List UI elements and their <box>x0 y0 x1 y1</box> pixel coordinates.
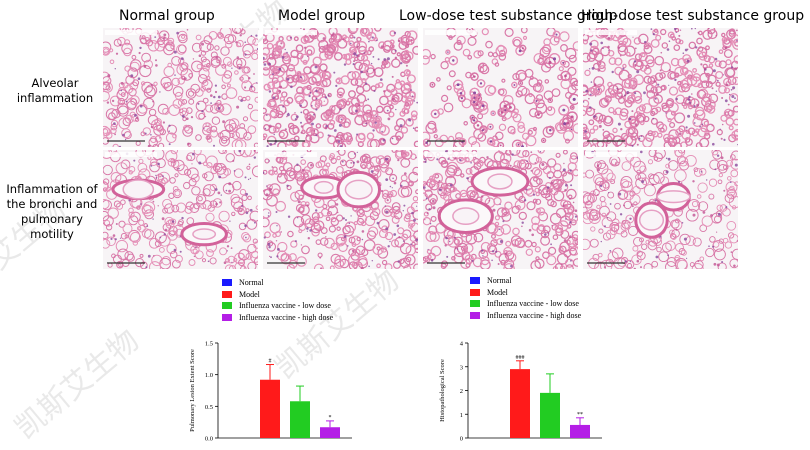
legend-label: Influenza vaccine - low dose <box>487 299 579 309</box>
significance-label: # <box>269 359 272 365</box>
legend-label: Normal <box>239 278 264 288</box>
histology-image-low-dose-alveolar <box>423 28 578 147</box>
legend-item: Influenza vaccine - low dose <box>222 300 333 312</box>
y-tick-label: 3 <box>460 364 463 371</box>
column-header-low-dose: Low-dose test substance group <box>399 8 618 24</box>
legend-swatch <box>222 279 232 287</box>
y-tick-label: 2 <box>460 388 463 395</box>
row-label-bronchi-line3: pulmonary <box>21 212 83 226</box>
y-tick-label: 1.5 <box>205 341 213 348</box>
histology-image-high-dose-alveolar <box>583 28 738 147</box>
row-label-bronchi: Inflammation of the bronchi and pulmonar… <box>2 182 102 242</box>
significance-label: * <box>329 415 332 421</box>
y-tick-label: 4 <box>460 341 464 348</box>
histology-image-normal-alveolar <box>103 28 258 147</box>
column-header-normal: Normal group <box>119 8 215 24</box>
legend-item: Influenza vaccine - high dose <box>222 312 333 324</box>
bar <box>290 401 310 438</box>
histology-image-model-alveolar <box>263 28 418 147</box>
histology-image-high-dose-bronchi <box>583 150 738 269</box>
legend-swatch <box>470 277 480 285</box>
row-label-bronchi-line2: the bronchi and <box>6 197 98 211</box>
legend-label: Influenza vaccine - high dose <box>239 312 334 322</box>
y-tick-label: 1.0 <box>205 372 213 379</box>
legend-label: Influenza vaccine - high dose <box>487 310 582 320</box>
legend-label: Normal <box>487 276 512 286</box>
legend-item: Normal <box>470 275 581 287</box>
chart-legend-right: Normal Model Influenza vaccine - low dos… <box>470 275 581 321</box>
y-axis-label: Histopathological Score <box>439 359 446 422</box>
bar <box>570 424 590 438</box>
legend-label: Influenza vaccine - low dose <box>239 301 331 311</box>
significance-label: ### <box>516 355 525 361</box>
chart-legend-left: Normal Model Influenza vaccine - low dos… <box>222 277 333 323</box>
legend-item: Influenza vaccine - high dose <box>470 310 581 322</box>
legend-item: Influenza vaccine - low dose <box>470 298 581 310</box>
legend-label: Model <box>487 287 508 297</box>
bar <box>510 369 530 438</box>
legend-item: Model <box>222 289 333 301</box>
legend-item: Normal <box>222 277 333 289</box>
bar <box>260 379 280 438</box>
watermark-text: 凯斯艾生物 <box>8 323 146 447</box>
legend-swatch <box>470 288 480 296</box>
row-label-bronchi-line1: Inflammation of <box>6 182 98 196</box>
legend-item: Model <box>470 287 581 299</box>
bar <box>540 392 560 438</box>
row-label-alveolar: Alveolar inflammation <box>10 76 100 106</box>
legend-swatch <box>222 313 232 321</box>
legend-swatch <box>470 300 480 308</box>
y-tick-label: 0.0 <box>205 436 213 443</box>
histology-image-model-bronchi <box>263 150 418 269</box>
y-axis-label: Pulmonary Lesion Extent Score <box>189 349 196 432</box>
legend-label: Model <box>239 289 260 299</box>
bar-chart-histopathological: 0 1 2 3 4 Histopathological Score ### ** <box>439 341 602 443</box>
legend-swatch <box>222 302 232 310</box>
y-tick-label: 0 <box>460 436 463 443</box>
column-header-high-dose: High-dose test substance group <box>581 8 805 24</box>
bar <box>320 427 340 438</box>
histology-image-normal-bronchi <box>103 150 258 269</box>
y-tick-label: 0.5 <box>205 404 213 411</box>
legend-swatch <box>470 311 480 319</box>
row-label-bronchi-line4: motility <box>30 227 74 241</box>
legend-swatch <box>222 290 232 298</box>
row-label-alveolar-line2: inflammation <box>16 91 94 105</box>
significance-label: ** <box>577 412 583 418</box>
row-label-alveolar-line1: Alveolar <box>31 76 79 90</box>
histology-image-low-dose-bronchi <box>423 150 578 269</box>
y-tick-label: 1 <box>460 412 463 419</box>
bar-chart-lesion-extent: 0.0 0.5 1.0 1.5 Pulmonary Lesion Extent Scor… <box>189 341 352 443</box>
column-header-model: Model group <box>278 8 366 24</box>
